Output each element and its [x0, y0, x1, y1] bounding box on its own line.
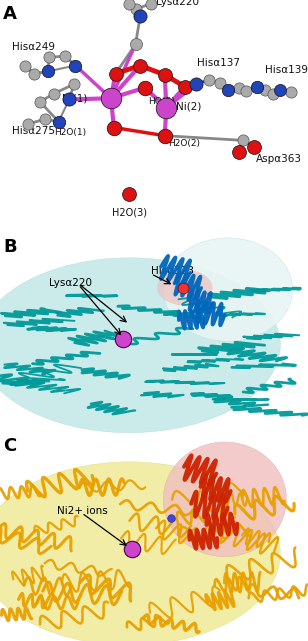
Point	[127, 189, 132, 199]
Point	[182, 81, 187, 92]
Point	[71, 79, 76, 89]
Point	[252, 142, 257, 153]
Text: Lysα220: Lysα220	[49, 278, 92, 288]
Point	[289, 87, 294, 97]
Point	[164, 103, 169, 113]
Point	[225, 85, 230, 96]
Point	[270, 88, 275, 99]
Point	[262, 85, 267, 96]
Point	[236, 83, 241, 93]
Text: H2O(3): H2O(3)	[112, 207, 147, 217]
Point	[133, 39, 138, 49]
Text: HO(B): HO(B)	[148, 97, 175, 106]
Text: Hisα139: Hisα139	[265, 65, 308, 75]
Point	[56, 117, 61, 127]
Ellipse shape	[163, 442, 286, 556]
Point	[111, 122, 116, 133]
Point	[138, 60, 143, 71]
Ellipse shape	[157, 270, 213, 306]
Point	[241, 135, 246, 146]
Text: Hisα323: Hisα323	[151, 266, 194, 276]
Text: A: A	[3, 4, 17, 22]
Point	[25, 119, 30, 129]
Point	[108, 93, 113, 103]
Point	[133, 4, 138, 15]
Point	[162, 131, 167, 141]
Point	[113, 69, 118, 79]
Point	[47, 52, 52, 62]
Ellipse shape	[0, 462, 280, 641]
Text: C: C	[3, 437, 16, 455]
Point	[255, 81, 260, 92]
Text: Lysα220: Lysα220	[156, 0, 199, 7]
Point	[162, 70, 167, 80]
Point	[62, 51, 67, 62]
Point	[244, 86, 249, 96]
Point	[168, 513, 173, 523]
Point	[38, 97, 43, 107]
Point	[278, 85, 283, 96]
Point	[31, 69, 36, 79]
Point	[45, 66, 50, 76]
Point	[121, 334, 126, 344]
Point	[236, 147, 241, 157]
Point	[67, 94, 72, 104]
Point	[148, 0, 153, 8]
Text: Ni(2): Ni(2)	[176, 101, 201, 112]
Point	[207, 74, 212, 85]
Point	[42, 114, 47, 124]
Text: Hisα137: Hisα137	[197, 58, 240, 68]
Point	[142, 83, 147, 93]
Text: Hisα275: Hisα275	[12, 126, 55, 136]
Text: Ni2+ ions: Ni2+ ions	[57, 506, 108, 516]
Point	[51, 88, 56, 99]
Text: H2O(2): H2O(2)	[168, 139, 200, 148]
Text: Aspα363: Aspα363	[256, 154, 302, 164]
Point	[218, 78, 223, 88]
Point	[22, 60, 27, 71]
Point	[73, 60, 78, 71]
Ellipse shape	[163, 238, 293, 341]
Point	[130, 544, 135, 554]
Text: H2O(1): H2O(1)	[54, 128, 86, 137]
Ellipse shape	[0, 258, 280, 433]
Text: B: B	[3, 238, 17, 256]
Point	[181, 283, 186, 293]
Point	[193, 79, 198, 89]
Text: Ni(1): Ni(1)	[63, 93, 88, 103]
Text: Hisα249: Hisα249	[12, 42, 55, 52]
Point	[138, 12, 143, 22]
Point	[127, 0, 132, 8]
